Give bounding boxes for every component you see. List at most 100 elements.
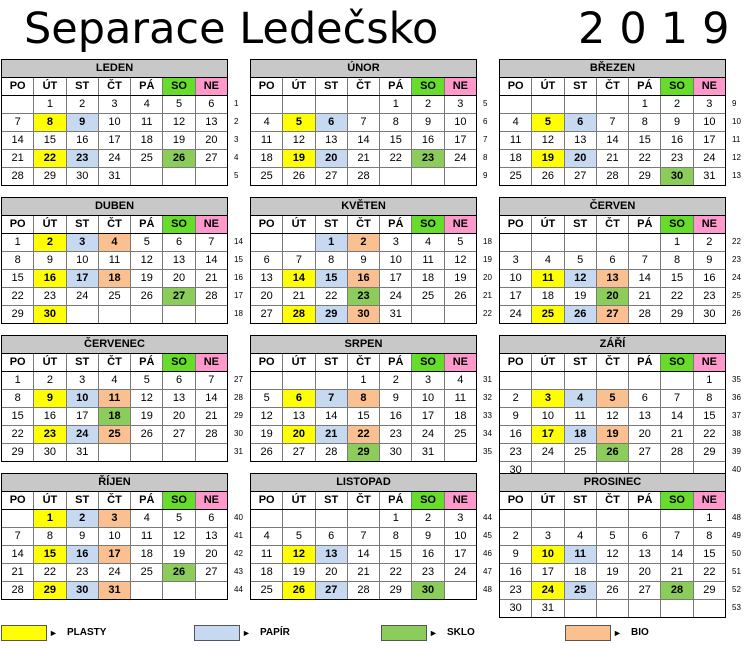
day-cell: 29 <box>34 168 67 185</box>
week-row: 7 8 9 10 11 12 13 <box>2 528 227 546</box>
legend-label-sklo: SKLO <box>447 627 475 638</box>
week-row: 25 26 27 28 29 30 <box>251 582 476 599</box>
day-cell: 17 <box>454 134 467 146</box>
week-number: 39 <box>732 447 741 456</box>
day-name-ut: ÚT <box>283 492 316 509</box>
day-cell: 20 <box>629 426 662 443</box>
day-cell: 7 <box>348 114 381 131</box>
month-2: ÚNOR PO ÚT ST ČT PÁ SO NE 1 2 3 4 5 6 7 8 9 10 11 12 13 14 15 1… <box>250 59 477 186</box>
day-cell: 15 <box>629 132 662 149</box>
day-cell: 21 <box>661 426 694 443</box>
day-cell: 21 <box>2 564 35 581</box>
day-cell: 18 <box>412 270 445 287</box>
week-row: 23 24 25 26 27 28 29 <box>500 582 725 600</box>
day-cell: 8 <box>629 114 662 131</box>
day-cell: 15 <box>703 548 716 560</box>
week-row: 4 5 6 7 8 9 10 <box>251 528 476 546</box>
empty-cell <box>597 510 630 527</box>
day-cell: 29 <box>703 446 716 458</box>
week-numbers: 18 19 20 21 22 <box>483 233 503 323</box>
day-cell: 21 <box>2 150 35 167</box>
day-cell: 13 <box>251 270 284 287</box>
week-number: 31 <box>483 375 492 384</box>
week-numbers: 31 32 33 34 35 <box>483 371 503 461</box>
day-name-ne: NE <box>693 492 725 509</box>
day-cell: 4 <box>98 234 132 251</box>
day-cell: 12 <box>251 408 284 425</box>
day-cell: 4 <box>251 114 284 131</box>
week-number: 36 <box>732 393 741 402</box>
day-cell: 16 <box>500 426 533 443</box>
day-cell: 21 <box>205 272 218 284</box>
day-cell: 2 <box>412 96 445 113</box>
day-cell: 14 <box>597 132 630 149</box>
day-name-ne: NE <box>693 216 725 233</box>
empty-cell <box>283 510 316 527</box>
week-row: 16 17 18 19 20 21 22 <box>500 564 725 582</box>
day-cell: 9 <box>706 254 713 266</box>
day-cell: 12 <box>454 254 467 266</box>
arrow-right-icon: ► <box>429 628 438 638</box>
day-cell: 13 <box>316 132 348 149</box>
day-cell: 27 <box>251 306 284 323</box>
day-cell: 26 <box>454 290 467 302</box>
day-cell: 14 <box>205 254 218 266</box>
day-name-pa: PÁ <box>380 78 413 95</box>
day-cell: 10 <box>532 408 565 425</box>
day-cell: 6 <box>251 252 284 269</box>
day-cell: 5 <box>251 390 284 407</box>
week-row: 4 5 6 7 8 9 10 <box>500 114 725 132</box>
day-name-st: ST <box>316 354 348 371</box>
day-cell: 31 <box>380 306 413 323</box>
day-cell: 1 <box>706 512 713 524</box>
day-name-po: PO <box>2 78 35 95</box>
day-cell: 14 <box>348 132 381 149</box>
day-name-so: SO <box>163 492 196 509</box>
day-cell: 26 <box>596 444 630 461</box>
day-cell: 17 <box>66 270 99 287</box>
legend-swatch-papir <box>194 625 240 641</box>
day-cell: 12 <box>283 546 316 563</box>
day-cell: 10 <box>454 116 467 128</box>
week-number: 11 <box>732 135 741 144</box>
empty-cell <box>597 96 630 113</box>
day-name-st: ST <box>316 78 348 95</box>
empty-cell <box>532 372 565 389</box>
empty-cell <box>99 306 132 323</box>
day-cell: 1 <box>34 96 67 113</box>
day-cell: 24 <box>703 152 716 164</box>
day-cell: 27 <box>163 288 196 305</box>
empty-cell <box>251 372 284 389</box>
day-cell: 5 <box>163 96 196 113</box>
day-cell: 29 <box>661 306 694 323</box>
week-row: 27 28 29 30 31 <box>251 306 476 323</box>
day-cell: 13 <box>629 546 662 563</box>
day-name-ct: ČT <box>348 78 381 95</box>
day-cell: 19 <box>283 150 316 167</box>
day-name-ct: ČT <box>597 354 630 371</box>
week-numbers: 1 2 3 4 5 <box>234 95 254 185</box>
empty-cell <box>283 234 316 251</box>
week-number: 9 <box>732 99 737 108</box>
week-row: 15 16 17 18 19 20 21 <box>2 270 227 288</box>
day-cell: 18 <box>251 564 284 581</box>
week-row: 11 12 13 14 15 16 17 <box>251 546 476 564</box>
day-name-ct: ČT <box>348 216 381 233</box>
day-cell: 18 <box>564 426 597 443</box>
empty-cell <box>163 306 196 323</box>
week-row: 11 12 13 14 15 16 17 <box>500 132 725 150</box>
day-cell: 26 <box>283 168 316 185</box>
day-cell: 11 <box>131 528 164 545</box>
day-cell: 1 <box>380 96 413 113</box>
day-cell: 26 <box>532 168 565 185</box>
day-cell: 11 <box>532 270 565 287</box>
day-names-row: PO ÚT ST ČT PÁ SO NE <box>2 492 227 510</box>
day-cell: 15 <box>34 132 67 149</box>
day-cell: 1 <box>34 510 67 527</box>
month-8: SRPEN PO ÚT ST ČT PÁ SO NE 1 2 3 4 5 6 7 8 9 10 11 12 13 14 15… <box>250 335 477 462</box>
day-cell: 23 <box>703 290 716 302</box>
empty-cell <box>131 306 164 323</box>
day-cell: 1 <box>2 234 35 251</box>
day-name-pa: PÁ <box>131 492 164 509</box>
